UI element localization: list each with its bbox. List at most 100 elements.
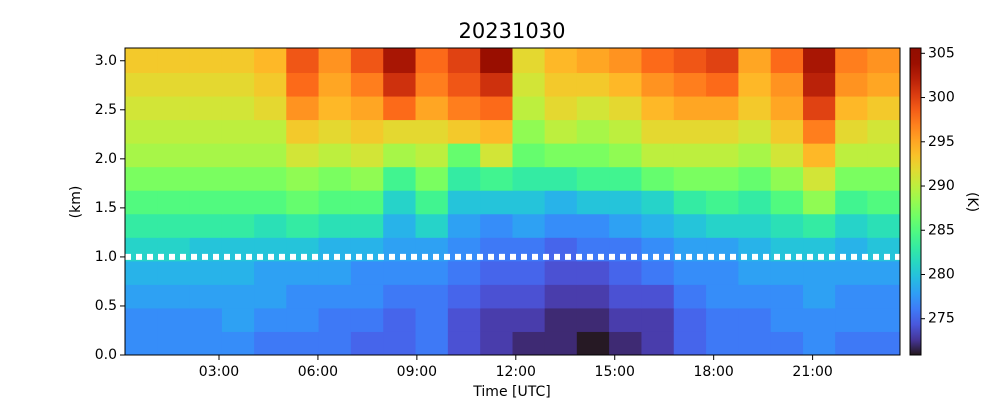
heatmap-cell: [770, 307, 804, 332]
heatmap-cell: [673, 72, 707, 97]
heatmap-cell: [125, 284, 158, 309]
heatmap-cell: [447, 119, 481, 144]
heatmap-cell: [673, 190, 707, 215]
colorbar-tick-label: 280: [928, 266, 955, 282]
heatmap-cell: [867, 166, 901, 191]
heatmap-cell: [447, 213, 481, 238]
heatmap-cell: [803, 307, 836, 332]
heatmap-cell: [383, 72, 417, 97]
heatmap-cell: [706, 72, 739, 97]
heatmap-cell: [221, 331, 255, 356]
heatmap-cell: [480, 166, 513, 191]
heatmap-cell: [383, 166, 417, 191]
heatmap-cell: [770, 119, 804, 144]
heatmap-cell: [641, 307, 675, 332]
heatmap-cell: [415, 166, 449, 191]
heatmap-cell: [512, 213, 546, 238]
heatmap-cell: [415, 307, 449, 332]
heatmap-cell: [835, 96, 868, 121]
heatmap-cell: [738, 96, 772, 121]
heatmap-cell: [576, 331, 610, 356]
heatmap-cell: [189, 96, 223, 121]
heatmap-cell: [867, 260, 901, 285]
heatmap-cell: [576, 284, 610, 309]
heatmap-cell: [189, 143, 223, 168]
heatmap-cell: [544, 284, 578, 309]
heatmap-cell: [383, 190, 417, 215]
heatmap-cell: [803, 331, 836, 356]
heatmap-cell: [350, 307, 384, 332]
heatmap-cell: [770, 96, 804, 121]
heatmap-cell: [835, 307, 868, 332]
heatmap-cell: [125, 72, 158, 97]
heatmap-cell: [609, 119, 642, 144]
heatmap-cell: [544, 331, 578, 356]
heatmap-cell: [286, 96, 320, 121]
heatmap-cell: [738, 213, 772, 238]
heatmap-cell: [189, 213, 223, 238]
heatmap-cell: [706, 119, 739, 144]
colorbar-label: (K): [964, 192, 980, 212]
heatmap-cell: [673, 331, 707, 356]
heatmap-cell: [189, 119, 223, 144]
heatmap-cell: [835, 48, 868, 74]
heatmap-cell: [641, 96, 675, 121]
heatmap-cell: [254, 143, 287, 168]
heatmap-cell: [157, 307, 191, 332]
y-tick-label: 0.0: [95, 347, 117, 363]
heatmap-cell: [867, 96, 901, 121]
heatmap-cell: [867, 331, 901, 356]
heatmap-cell: [447, 331, 481, 356]
heatmap-cell: [803, 96, 836, 121]
heatmap-cell: [576, 213, 610, 238]
heatmap-cell: [803, 260, 836, 285]
heatmap-cell: [157, 331, 191, 356]
y-tick-label: 2.5: [95, 102, 117, 118]
heatmap-cell: [157, 143, 191, 168]
colorbar-tick-label: 285: [928, 222, 955, 238]
heatmap-cell: [803, 119, 836, 144]
heatmap-cell: [641, 119, 675, 144]
heatmap-cell: [673, 166, 707, 191]
x-tick-label: 12:00: [496, 364, 536, 380]
heatmap-cell: [609, 48, 642, 74]
heatmap-cell: [706, 307, 739, 332]
heatmap-cell: [318, 284, 352, 309]
heatmap-cell: [512, 237, 546, 262]
heatmap-cell: [157, 96, 191, 121]
heatmap-cell: [318, 119, 352, 144]
heatmap-cell: [157, 119, 191, 144]
colorbar-tick-label: 295: [928, 134, 955, 150]
heatmap-cell: [350, 190, 384, 215]
heatmap-cell: [544, 166, 578, 191]
heatmap-cell: [673, 96, 707, 121]
heatmap-cell: [254, 213, 287, 238]
heatmap-cell: [350, 48, 384, 74]
heatmap-cell: [189, 190, 223, 215]
heatmap-cell: [512, 166, 546, 191]
heatmap-cell: [286, 119, 320, 144]
heatmap-cell: [318, 260, 352, 285]
heatmap-cell: [383, 96, 417, 121]
heatmap-cell: [221, 96, 255, 121]
heatmap-cell: [576, 96, 610, 121]
heatmap-cell: [189, 166, 223, 191]
heatmap-cell: [512, 331, 546, 356]
heatmap-cell: [738, 190, 772, 215]
heatmap-cell: [157, 190, 191, 215]
heatmap-cell: [286, 190, 320, 215]
heatmap-cell: [770, 72, 804, 97]
heatmap-cell: [706, 284, 739, 309]
heatmap-cell: [286, 331, 320, 356]
heatmap-cell: [383, 331, 417, 356]
heatmap-cell: [480, 48, 513, 74]
heatmap-cell: [673, 307, 707, 332]
heatmap-cell: [447, 260, 481, 285]
heatmap-cell: [706, 96, 739, 121]
heatmap-cell: [673, 260, 707, 285]
heatmap-cell: [706, 166, 739, 191]
colorbar-tick-label: 305: [928, 45, 955, 61]
heatmap-cell: [770, 48, 804, 74]
heatmap-cell: [286, 213, 320, 238]
x-tick-label: 03:00: [199, 364, 239, 380]
